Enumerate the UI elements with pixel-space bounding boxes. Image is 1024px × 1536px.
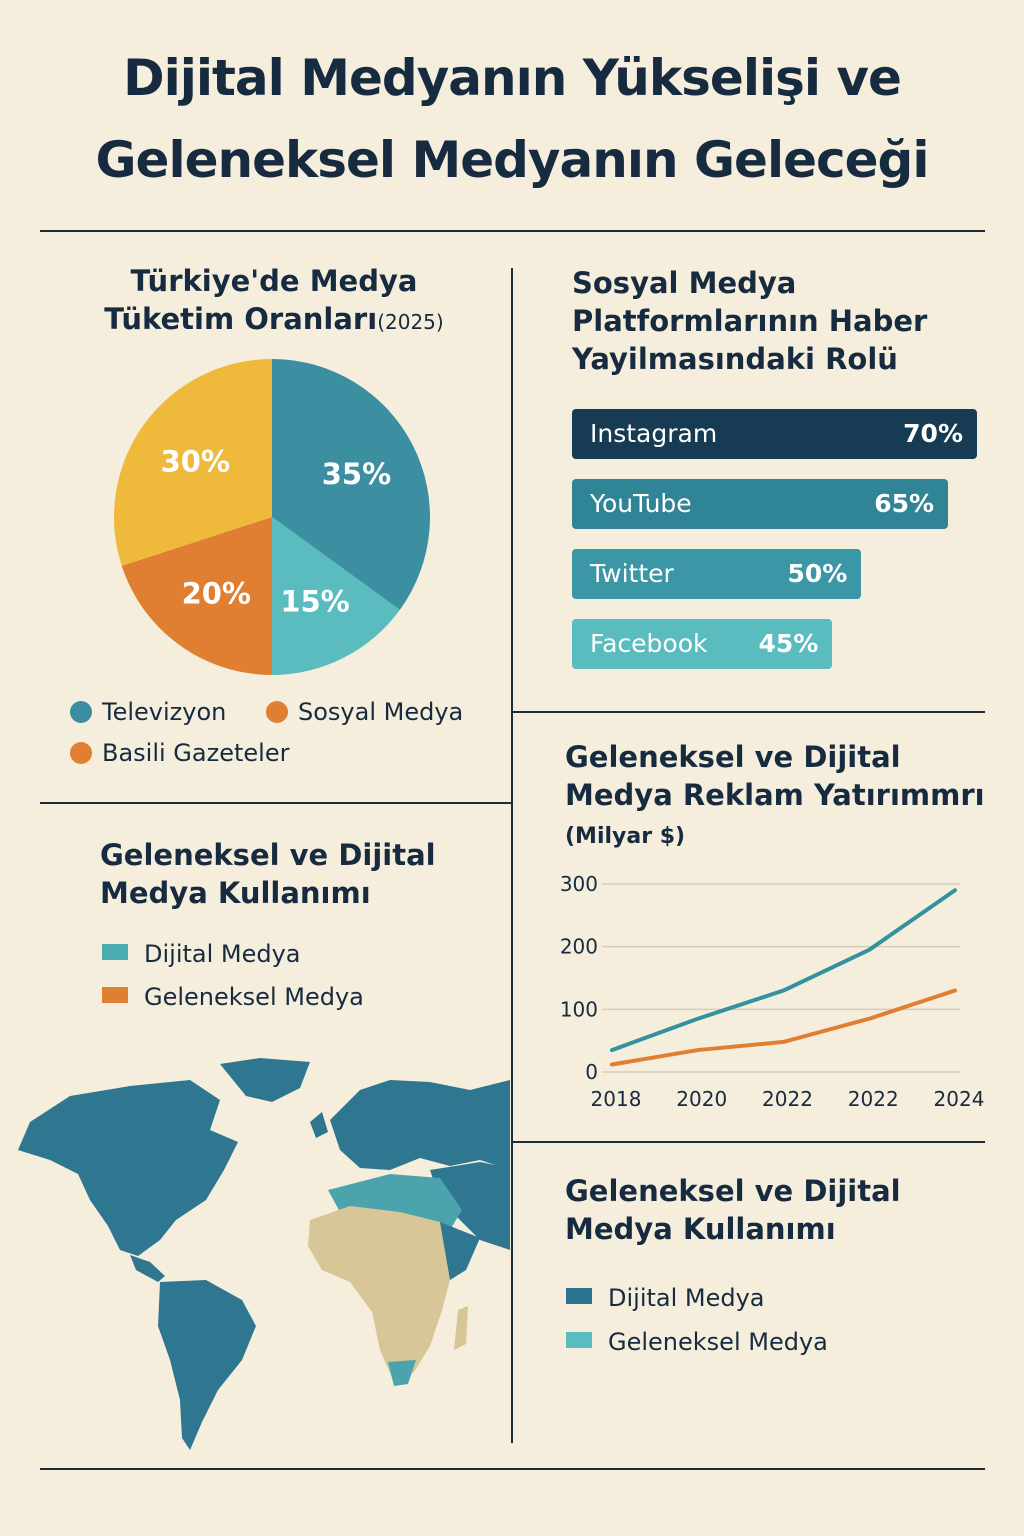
pie-slice-3 (113, 359, 272, 566)
usage-left-swatch-traditional (102, 987, 128, 1003)
x-tick-1: 2020 (676, 1087, 727, 1111)
bar-value-facebook: 45% (758, 629, 819, 658)
usage-left-title-line-1: Geleneksel ve Dijital (100, 838, 436, 872)
legend-item-basili-gazeteler: Basili Gazeteler (70, 739, 289, 767)
legend-label-sosyal-medya: Sosyal Medya (298, 698, 464, 726)
usage-left-label-traditional: Geleneksel Medya (144, 983, 364, 1011)
bar-title: Sosyal Medya Platformlarının Haber Yayil… (572, 264, 927, 378)
y-tick-1: 100 (560, 997, 598, 1021)
pie-slice-label-2: 20% (182, 577, 251, 611)
map-south-america (158, 1280, 256, 1450)
line-series-1 (610, 988, 957, 1067)
footer-divider (40, 1468, 985, 1470)
usage-right-title-line-1: Geleneksel ve Dijital (565, 1174, 901, 1208)
usage-right-swatch-traditional (566, 1332, 592, 1348)
y-tick-2: 200 (560, 935, 598, 959)
legend-item-sosyal-medya: Sosyal Medya (266, 698, 463, 726)
x-tick-0: 2018 (591, 1087, 642, 1111)
usage-left-legend-traditional: Geleneksel Medya (102, 983, 364, 1011)
legend-dot-sosyal-medya (266, 701, 288, 723)
y-tick-0: 0 (585, 1060, 598, 1084)
bar-youtube: YouTube 65% (572, 479, 949, 529)
page-title-line-2: Geleneksel Medyanın Geleceği (95, 131, 930, 189)
legend-label-televizyon: Televizyon (102, 698, 227, 726)
legend-dot-televizyon (70, 701, 92, 723)
pie-title-line-1: Türkiye'de Medya (130, 264, 418, 298)
bar-label-twitter: Twitter (590, 559, 674, 588)
usage-right-legend-digital: Dijital Medya (566, 1284, 765, 1312)
line-title: Geleneksel ve Dijital Medya Reklam Yatır… (565, 738, 985, 814)
usage-left-swatch-digital (102, 944, 128, 960)
pie-slice-label-1: 15% (280, 584, 349, 618)
bar-value-youtube: 65% (874, 489, 935, 518)
bar-value-instagram: 70% (903, 419, 963, 448)
x-tick-2: 2022 (762, 1087, 813, 1111)
usage-left-title: Geleneksel ve Dijital Medya Kullanımı (100, 836, 436, 912)
usage-right-label-traditional: Geleneksel Medya (608, 1328, 828, 1356)
y-tick-3: 300 (560, 872, 598, 896)
legend-label-basili-gazeteler: Basili Gazeteler (102, 739, 290, 767)
pie-slice-label-0: 35% (322, 457, 391, 491)
x-tick-3: 2022 (848, 1087, 899, 1111)
usage-right-label-digital: Dijital Medya (608, 1284, 765, 1312)
map-south-africa (388, 1360, 416, 1386)
column-divider (511, 268, 513, 1443)
usage-left-label-digital: Dijital Medya (144, 940, 301, 968)
map-uk (310, 1112, 328, 1138)
line-title-line-2: Medya Reklam Yatırımmrı (565, 778, 985, 812)
bar-twitter: Twitter 50% (572, 549, 862, 599)
usage-right-legend-traditional: Geleneksel Medya (566, 1328, 828, 1356)
bar-label-youtube: YouTube (590, 489, 692, 518)
usage-left-legend-digital: Dijital Medya (102, 940, 301, 968)
world-map (18, 1058, 510, 1450)
legend-dot-basili-gazeteler (70, 742, 92, 764)
map-middle-east (430, 1162, 510, 1250)
map-east-africa (440, 1222, 480, 1280)
map-central-america (130, 1255, 165, 1282)
map-europe (330, 1080, 510, 1170)
bar-label-facebook: Facebook (590, 629, 708, 658)
right-row-divider-2 (512, 1141, 985, 1143)
line-unit-label: (Milyar $) (565, 824, 686, 849)
map-greenland (220, 1058, 310, 1102)
bar-value-twitter: 50% (787, 559, 848, 588)
page-title-line-1: Dijital Medyanın Yükselişi ve (123, 49, 902, 107)
bar-title-line-2: Platformlarının Haber (572, 304, 928, 338)
line-series-0 (610, 888, 957, 1053)
header-divider (40, 230, 985, 232)
pie-slice-2 (121, 517, 273, 675)
usage-right-swatch-digital (566, 1288, 592, 1304)
usage-right-title-line-2: Medya Kullanımı (565, 1212, 836, 1246)
map-north-africa (328, 1174, 462, 1230)
bar-facebook: Facebook 45% (572, 619, 833, 669)
line-title-line-1: Geleneksel ve Dijital (565, 740, 901, 774)
bar-title-line-3: Yayilmasındaki Rolü (572, 342, 898, 376)
pie-slice-label-3: 30% (161, 444, 230, 478)
bar-title-line-1: Sosyal Medya (572, 266, 797, 300)
x-tick-4: 2024 (934, 1087, 985, 1111)
usage-left-title-line-2: Medya Kullanımı (100, 876, 371, 910)
map-africa (308, 1206, 458, 1382)
left-row-divider (40, 802, 512, 804)
pie-slice-1 (272, 517, 400, 675)
right-row-divider-1 (512, 711, 985, 713)
line-chart: 0 100 200 300 2018 2020 2022 2022 2024 (560, 872, 985, 1111)
pie-title-line-2: Tüketim Oranları (104, 302, 378, 336)
map-north-america (18, 1080, 238, 1256)
bar-label-instagram: Instagram (590, 419, 718, 448)
pie-title: Türkiye'de Medya Tüketim Oranları(2025) (0, 262, 548, 341)
legend-item-televizyon: Televizyon (70, 698, 226, 726)
pie-chart: 35% 15% 20% 30% (113, 359, 430, 675)
map-madagascar (454, 1306, 468, 1350)
pie-slice-0 (272, 359, 430, 610)
usage-right-title: Geleneksel ve Dijital Medya Kullanımı (565, 1172, 901, 1248)
bar-instagram: Instagram 70% (572, 409, 977, 459)
pie-title-year: (2025) (377, 310, 444, 334)
